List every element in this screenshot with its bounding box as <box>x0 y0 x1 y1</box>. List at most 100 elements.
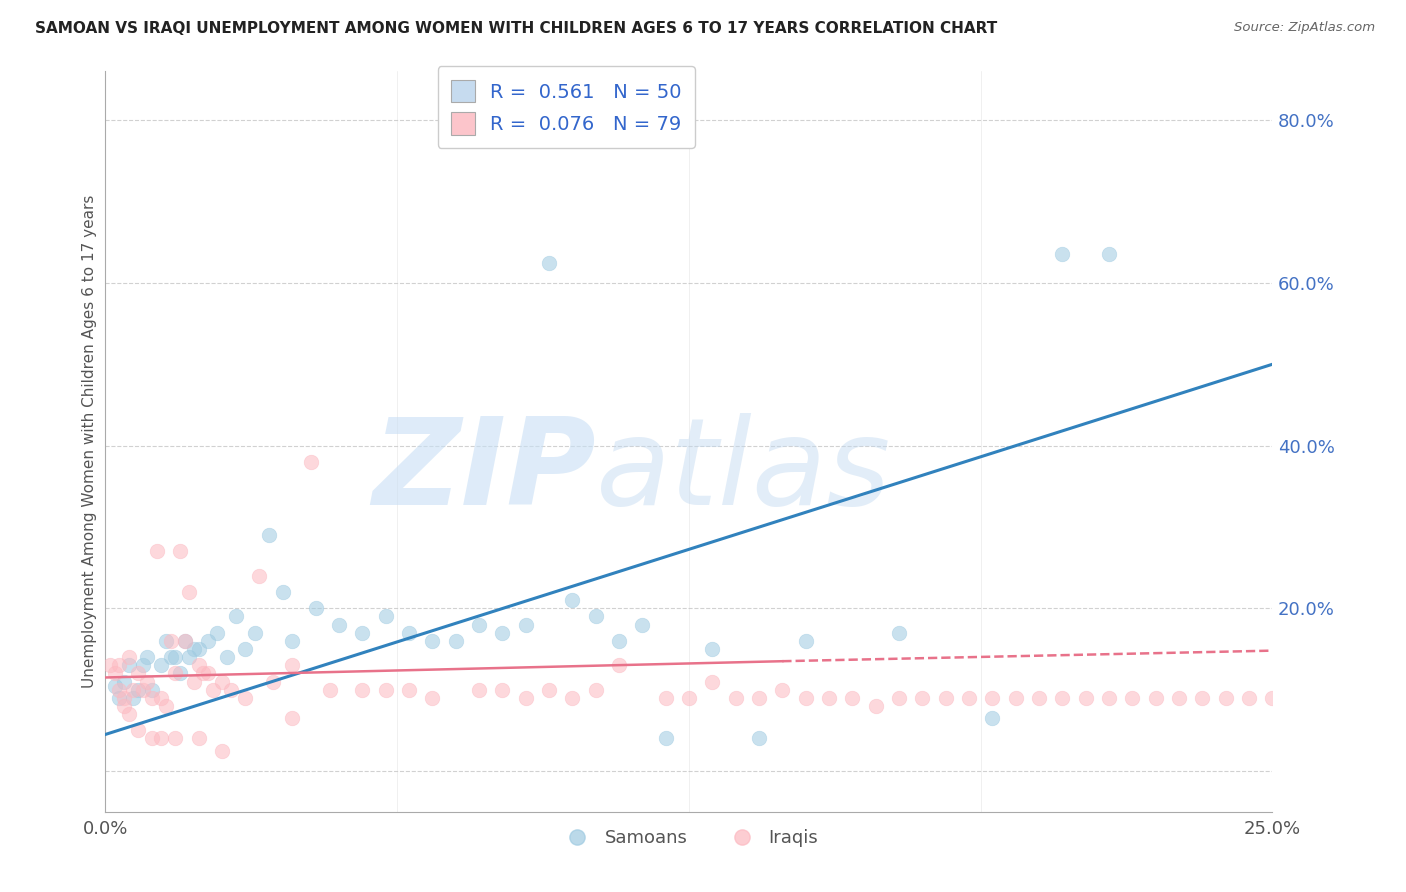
Point <box>702 642 724 657</box>
Point <box>1074 690 1097 705</box>
Point <box>136 674 159 689</box>
Point <box>183 674 205 689</box>
Point <box>159 633 181 648</box>
Point <box>141 682 163 697</box>
Point <box>183 642 205 657</box>
Point <box>770 682 793 697</box>
Point <box>187 731 209 746</box>
Point <box>1028 690 1050 705</box>
Point <box>794 690 817 705</box>
Point <box>215 650 238 665</box>
Point <box>607 633 630 648</box>
Point <box>887 625 910 640</box>
Point <box>207 625 229 640</box>
Point <box>112 674 135 689</box>
Point <box>1098 247 1121 261</box>
Point <box>127 666 149 681</box>
Point <box>173 633 195 648</box>
Point <box>122 682 145 697</box>
Point <box>179 650 201 665</box>
Point <box>165 666 187 681</box>
Point <box>150 690 173 705</box>
Point <box>173 633 195 648</box>
Point <box>515 690 537 705</box>
Point <box>187 658 209 673</box>
Point <box>935 690 957 705</box>
Point <box>211 744 233 758</box>
Point <box>318 682 340 697</box>
Point <box>654 690 676 705</box>
Point <box>468 617 491 632</box>
Point <box>678 690 700 705</box>
Point <box>491 682 513 697</box>
Point <box>281 633 304 648</box>
Point <box>515 617 537 632</box>
Point <box>1191 690 1213 705</box>
Point <box>249 568 271 582</box>
Point <box>263 674 285 689</box>
Point <box>537 255 560 269</box>
Point <box>957 690 980 705</box>
Point <box>981 711 1004 725</box>
Point <box>132 658 155 673</box>
Point <box>108 658 131 673</box>
Point <box>141 731 163 746</box>
Point <box>271 585 294 599</box>
Point <box>374 682 396 697</box>
Point <box>197 633 219 648</box>
Point <box>537 682 560 697</box>
Text: atlas: atlas <box>596 413 891 530</box>
Point <box>127 682 149 697</box>
Text: Source: ZipAtlas.com: Source: ZipAtlas.com <box>1234 21 1375 34</box>
Point <box>1237 690 1260 705</box>
Point <box>654 731 676 746</box>
Point <box>179 585 201 599</box>
Point <box>420 690 443 705</box>
Point <box>122 690 145 705</box>
Point <box>1121 690 1143 705</box>
Point <box>724 690 747 705</box>
Point <box>104 666 127 681</box>
Point <box>865 698 887 713</box>
Point <box>491 625 513 640</box>
Point <box>352 682 374 697</box>
Point <box>444 633 467 648</box>
Y-axis label: Unemployment Among Women with Children Ages 6 to 17 years: Unemployment Among Women with Children A… <box>82 194 97 689</box>
Point <box>235 642 257 657</box>
Point <box>794 633 817 648</box>
Point <box>1052 690 1074 705</box>
Point <box>748 690 770 705</box>
Point <box>104 679 127 693</box>
Point <box>328 617 350 632</box>
Point <box>398 682 420 697</box>
Point <box>1261 690 1284 705</box>
Point <box>561 690 583 705</box>
Point <box>159 650 181 665</box>
Point <box>420 633 443 648</box>
Point <box>841 690 863 705</box>
Point <box>193 666 215 681</box>
Point <box>911 690 934 705</box>
Point <box>352 625 374 640</box>
Point <box>118 650 141 665</box>
Point <box>561 593 583 607</box>
Point <box>468 682 491 697</box>
Point <box>155 633 177 648</box>
Point <box>132 682 155 697</box>
Legend: Samoans, Iraqis: Samoans, Iraqis <box>553 822 825 855</box>
Point <box>108 690 131 705</box>
Point <box>1004 690 1026 705</box>
Point <box>818 690 841 705</box>
Point <box>146 544 169 558</box>
Point <box>165 731 187 746</box>
Point <box>981 690 1004 705</box>
Point <box>281 658 304 673</box>
Point <box>607 658 630 673</box>
Point <box>304 601 326 615</box>
Point <box>211 674 233 689</box>
Point <box>702 674 724 689</box>
Point <box>150 658 173 673</box>
Point <box>299 455 322 469</box>
Point <box>281 711 304 725</box>
Point <box>748 731 770 746</box>
